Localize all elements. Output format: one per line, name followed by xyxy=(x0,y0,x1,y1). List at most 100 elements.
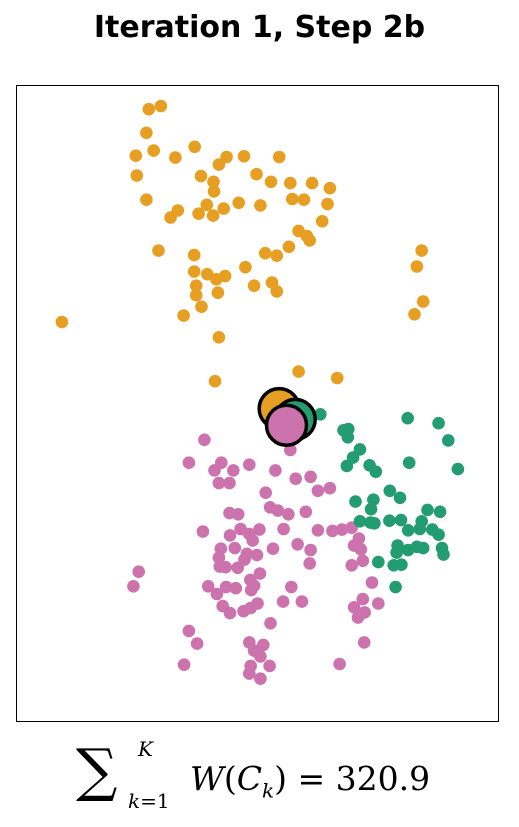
green-point xyxy=(432,528,445,541)
orange-point xyxy=(237,150,251,163)
pink-point xyxy=(243,458,256,472)
pink-point xyxy=(299,505,313,519)
pink-point xyxy=(219,580,233,594)
pink-point xyxy=(295,595,309,608)
green-point xyxy=(421,503,434,517)
pink-point xyxy=(303,557,317,570)
pink-point xyxy=(198,433,211,447)
pink-point xyxy=(289,472,303,486)
orange-point xyxy=(200,198,214,212)
orange-point xyxy=(416,295,430,308)
orange-point xyxy=(140,193,153,206)
orange-point xyxy=(300,229,314,243)
green-point xyxy=(349,495,362,508)
orange-point xyxy=(207,185,221,198)
sum-index: k xyxy=(128,789,141,813)
orange-point xyxy=(270,285,284,298)
orange-point xyxy=(410,260,424,273)
cluster-subscript: k xyxy=(262,778,275,803)
orange-point xyxy=(239,260,252,274)
pink-point xyxy=(335,523,349,536)
pink-point xyxy=(250,548,264,562)
orange-point xyxy=(195,300,208,313)
pink-point xyxy=(231,561,244,575)
green-point xyxy=(432,416,445,430)
centroid-layer xyxy=(257,386,317,447)
pink-point xyxy=(351,611,365,624)
green-point xyxy=(413,522,427,536)
pink-point xyxy=(227,464,240,477)
green-point xyxy=(372,555,385,569)
pink-point xyxy=(323,481,337,495)
orange-point xyxy=(130,169,144,182)
pink-point xyxy=(219,560,232,574)
orange-point xyxy=(55,315,69,329)
orange-point xyxy=(187,248,201,262)
orange-point xyxy=(258,246,272,260)
pink-point xyxy=(251,597,264,610)
chart-title: Iteration 1, Step 2b xyxy=(93,10,426,45)
objective-formula: ∑ K k=1 W(Ck) = 320.9 xyxy=(76,735,476,825)
pink-point xyxy=(271,504,285,517)
pink-point xyxy=(257,638,270,652)
pink-point xyxy=(263,659,276,673)
orange-point xyxy=(211,286,225,299)
pink-point xyxy=(276,595,290,608)
green-point xyxy=(390,546,403,559)
pink-point xyxy=(311,524,325,537)
pink-point xyxy=(196,525,210,538)
pink-point xyxy=(210,587,224,601)
green-point xyxy=(389,580,402,594)
pink-point xyxy=(223,506,236,520)
green-point xyxy=(393,491,407,505)
orange-point xyxy=(247,279,261,292)
orange-point xyxy=(194,169,208,183)
pink-point xyxy=(253,523,266,536)
green-point xyxy=(416,541,430,555)
green-point xyxy=(401,543,415,557)
orange-point xyxy=(207,175,220,189)
pink-point xyxy=(190,637,204,650)
pink-point xyxy=(357,636,371,649)
orange-point xyxy=(286,192,299,206)
orange-point xyxy=(154,99,168,113)
pink-point xyxy=(333,657,346,671)
pink-point xyxy=(246,534,259,547)
func-name: W xyxy=(190,759,224,798)
green-point xyxy=(367,493,380,507)
within-cluster-expression: W(Ck) = 320.9 xyxy=(190,759,430,803)
orange-point xyxy=(208,374,222,388)
pink-point xyxy=(177,658,191,671)
green-point xyxy=(394,513,408,527)
pink-point xyxy=(311,484,325,498)
points-layer xyxy=(55,99,465,685)
orange-point xyxy=(142,102,156,116)
pink-point xyxy=(277,522,290,536)
pink-point xyxy=(201,580,215,593)
orange-point xyxy=(284,176,297,190)
pink-point xyxy=(291,538,304,551)
objective-value: ) = 320.9 xyxy=(274,759,431,798)
pink-point xyxy=(372,597,385,610)
orange-point xyxy=(129,149,143,162)
pink-point xyxy=(259,486,272,500)
pink-point xyxy=(345,559,359,572)
green-point xyxy=(433,505,447,519)
sum-start: =1 xyxy=(140,789,170,813)
sum-upper-limit: K xyxy=(138,737,153,761)
orange-point xyxy=(232,196,245,210)
green-point xyxy=(383,484,397,498)
orange-point xyxy=(220,150,233,164)
pink-point xyxy=(212,476,226,490)
pink-centroid xyxy=(264,403,309,447)
pink-point xyxy=(229,581,243,595)
orange-point xyxy=(189,288,203,302)
orange-point xyxy=(282,240,296,254)
orange-point xyxy=(212,158,226,171)
orange-point xyxy=(169,151,182,164)
green-point xyxy=(364,502,378,516)
orange-point xyxy=(415,244,429,257)
pink-point xyxy=(269,464,282,477)
orange-point xyxy=(323,181,337,195)
green-point xyxy=(314,408,327,421)
